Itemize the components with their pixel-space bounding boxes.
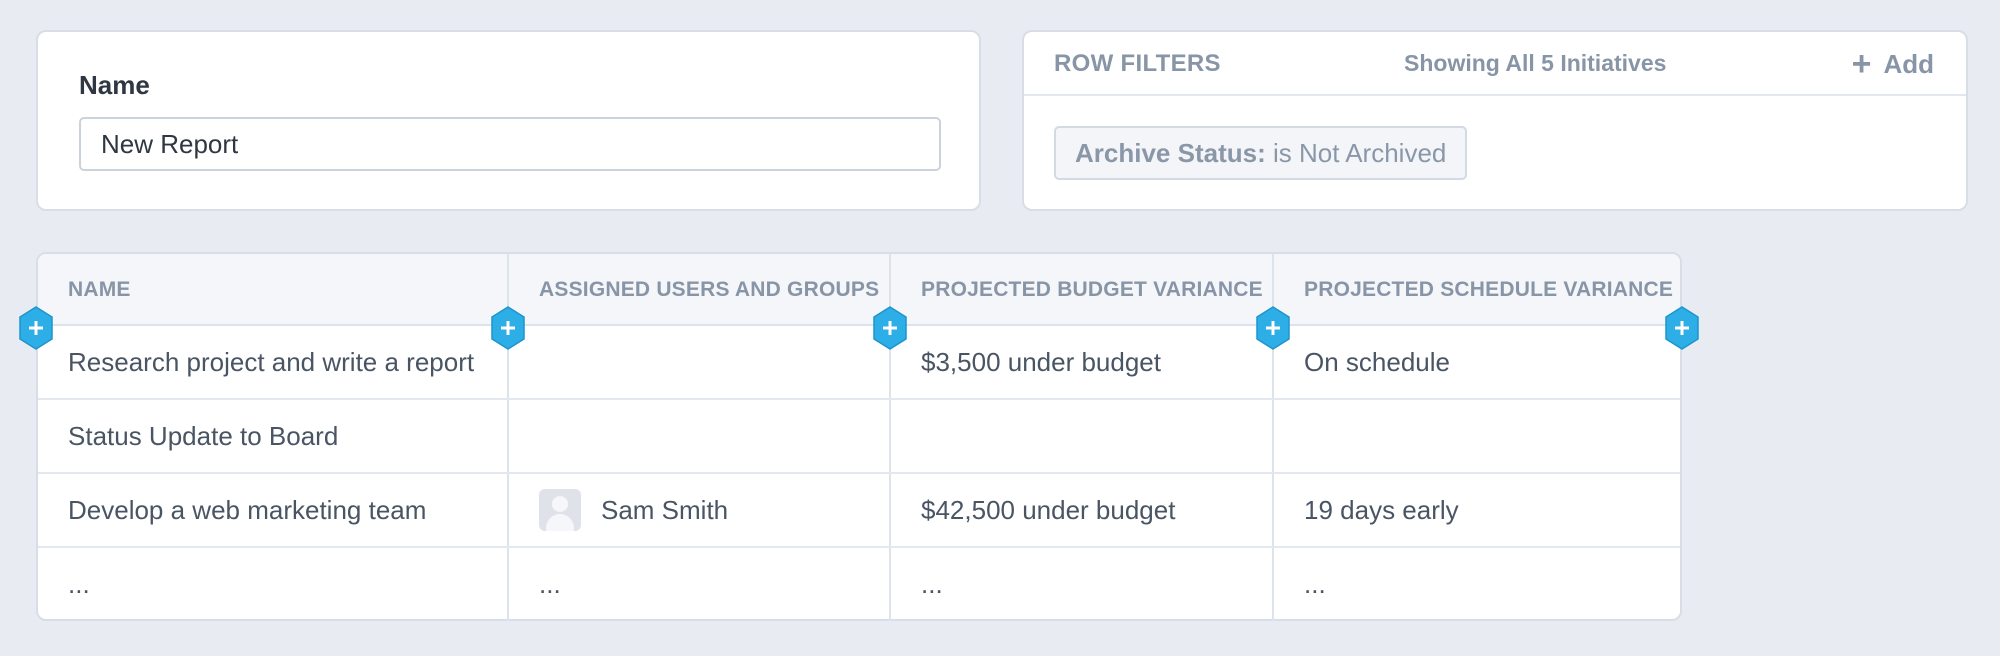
cell-name: Research project and write a report <box>68 347 475 377</box>
plus-hexagon-icon <box>1665 306 1699 350</box>
cell-assigned: Sam Smith <box>509 474 728 546</box>
cell-assigned <box>509 400 539 472</box>
cell-budget-variance: $42,500 under budget <box>921 495 1176 525</box>
insert-column-button[interactable] <box>19 306 53 350</box>
plus-icon: + <box>1851 45 1872 83</box>
table-header: NAME ASSIGNED USERS AND GROUPS PROJECTED… <box>38 254 1680 326</box>
table-row[interactable]: Develop a web marketing team Sam Smith $… <box>38 474 1680 548</box>
column-divider <box>507 254 509 621</box>
cell-schedule-variance: On schedule <box>1304 347 1450 377</box>
insert-column-button[interactable] <box>1256 306 1290 350</box>
cell-budget-variance: $3,500 under budget <box>921 347 1161 377</box>
plus-hexagon-icon <box>19 306 53 350</box>
insert-column-button[interactable] <box>1665 306 1699 350</box>
plus-hexagon-icon <box>491 306 525 350</box>
plus-hexagon-icon <box>873 306 907 350</box>
insert-column-button[interactable] <box>873 306 907 350</box>
cell-schedule-variance: ... <box>1304 569 1326 599</box>
add-filter-label: Add <box>1883 48 1934 79</box>
report-name-input[interactable] <box>79 117 941 171</box>
cell-schedule-variance: 19 days early <box>1304 495 1459 525</box>
column-divider <box>1272 254 1274 621</box>
report-table: NAME ASSIGNED USERS AND GROUPS PROJECTED… <box>19 252 1699 622</box>
table-row: ... ... ... ... <box>38 548 1680 622</box>
filter-chip-field: Archive Status: <box>1075 138 1266 168</box>
name-label: Name <box>79 70 150 100</box>
filter-chip-condition: is Not Archived <box>1272 138 1447 168</box>
report-name-panel: Name <box>36 30 981 211</box>
user-placeholder-icon <box>539 489 581 531</box>
cell-name: Develop a web marketing team <box>68 495 427 525</box>
cell-budget-variance <box>891 400 921 472</box>
plus-hexagon-icon <box>1256 306 1290 350</box>
cell-schedule-variance <box>1274 400 1304 472</box>
cell-assigned: ... <box>539 569 561 599</box>
row-filters-header: ROW FILTERS Showing All 5 Initiatives + … <box>1024 32 1966 96</box>
row-filters-panel: ROW FILTERS Showing All 5 Initiatives + … <box>1022 30 1968 211</box>
column-header-budget-variance[interactable]: PROJECTED BUDGET VARIANCE <box>921 278 1263 301</box>
column-divider <box>889 254 891 621</box>
add-filter-button[interactable]: + Add <box>1852 46 1934 82</box>
insert-column-button[interactable] <box>491 306 525 350</box>
column-header-schedule-variance[interactable]: PROJECTED SCHEDULE VARIANCE <box>1304 278 1674 301</box>
column-header-assigned[interactable]: ASSIGNED USERS AND GROUPS <box>539 278 880 301</box>
column-header-name[interactable]: NAME <box>68 278 131 301</box>
table-row[interactable]: Research project and write a report $3,5… <box>38 326 1680 400</box>
cell-budget-variance: ... <box>921 569 943 599</box>
filter-chip-archive-status[interactable]: Archive Status: is Not Archived <box>1054 126 1468 180</box>
initiatives-count-text: Showing All 5 Initiatives <box>1404 50 1667 76</box>
assigned-user-name[interactable]: Sam Smith <box>601 495 729 525</box>
row-filters-title: ROW FILTERS <box>1054 50 1221 77</box>
table-row[interactable]: Status Update to Board <box>38 400 1680 474</box>
cell-name: ... <box>68 569 90 599</box>
cell-name: Status Update to Board <box>68 421 339 451</box>
